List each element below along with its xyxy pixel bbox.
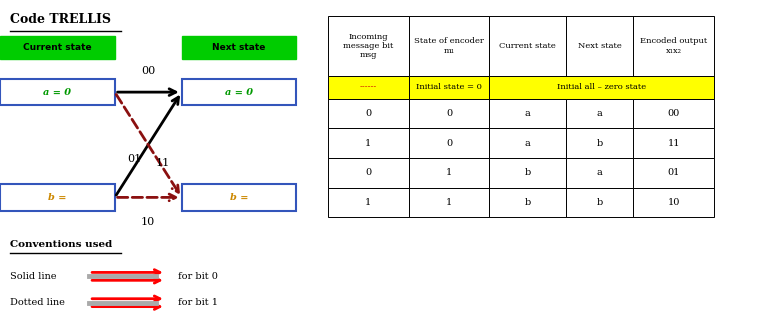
- Bar: [328, 76, 409, 99]
- Bar: [328, 128, 409, 158]
- FancyBboxPatch shape: [182, 184, 296, 211]
- Text: 1: 1: [365, 198, 371, 207]
- Bar: [633, 99, 714, 128]
- Text: Solid line: Solid line: [9, 272, 56, 281]
- FancyBboxPatch shape: [0, 79, 114, 105]
- Text: b: b: [525, 168, 531, 177]
- Bar: [409, 128, 489, 158]
- Bar: [409, 99, 489, 128]
- Bar: [409, 188, 489, 217]
- Text: a: a: [525, 139, 531, 148]
- Text: Initial all – zero state: Initial all – zero state: [558, 83, 647, 91]
- Bar: [489, 158, 566, 188]
- Text: Conventions used: Conventions used: [9, 240, 112, 249]
- Text: 1: 1: [446, 198, 452, 207]
- Text: Encoded output
x₁x₂: Encoded output x₁x₂: [640, 38, 707, 55]
- Text: Initial state = 0: Initial state = 0: [416, 83, 482, 91]
- Bar: [328, 99, 409, 128]
- Text: 10: 10: [667, 198, 680, 207]
- Bar: [409, 158, 489, 188]
- Text: Next state: Next state: [578, 42, 621, 50]
- FancyBboxPatch shape: [0, 36, 114, 59]
- Bar: [489, 16, 566, 76]
- Text: 0: 0: [365, 109, 371, 118]
- Bar: [328, 16, 409, 76]
- Bar: [328, 188, 409, 217]
- Text: a: a: [525, 109, 531, 118]
- Text: for bit 1: for bit 1: [178, 298, 218, 307]
- Bar: [633, 188, 714, 217]
- Text: Current state: Current state: [499, 42, 556, 50]
- Text: 1: 1: [365, 139, 371, 148]
- Text: a = 0: a = 0: [225, 88, 253, 97]
- Text: 0: 0: [446, 109, 452, 118]
- Text: Next state: Next state: [213, 43, 266, 52]
- FancyBboxPatch shape: [182, 79, 296, 105]
- Text: 11: 11: [155, 158, 170, 168]
- Text: Code TRELLIS: Code TRELLIS: [9, 13, 111, 26]
- Text: b: b: [597, 139, 603, 148]
- Text: b: b: [525, 198, 531, 207]
- FancyBboxPatch shape: [0, 184, 114, 211]
- Text: a = 0: a = 0: [43, 88, 71, 97]
- Text: 0: 0: [446, 139, 452, 148]
- Text: State of encoder
m₁: State of encoder m₁: [414, 38, 484, 55]
- Text: Dotted line: Dotted line: [9, 298, 65, 307]
- Bar: [566, 188, 634, 217]
- Bar: [489, 76, 714, 99]
- Bar: [328, 158, 409, 188]
- Bar: [566, 16, 634, 76]
- Bar: [489, 188, 566, 217]
- Text: 0: 0: [365, 168, 371, 177]
- Bar: [566, 128, 634, 158]
- Text: b =: b =: [230, 193, 248, 202]
- Text: a: a: [597, 168, 602, 177]
- Text: for bit 0: for bit 0: [178, 272, 218, 281]
- Bar: [566, 99, 634, 128]
- Text: 1: 1: [446, 168, 452, 177]
- Text: 01: 01: [127, 155, 142, 164]
- Text: 00: 00: [141, 66, 155, 76]
- Bar: [633, 158, 714, 188]
- Text: 01: 01: [667, 168, 680, 177]
- Text: 11: 11: [667, 139, 680, 148]
- Bar: [633, 128, 714, 158]
- Text: 00: 00: [667, 109, 680, 118]
- FancyBboxPatch shape: [182, 36, 296, 59]
- Text: b =: b =: [48, 193, 67, 202]
- Text: Current state: Current state: [23, 43, 91, 52]
- Bar: [566, 158, 634, 188]
- Text: 10: 10: [141, 217, 155, 227]
- Bar: [489, 99, 566, 128]
- Bar: [409, 16, 489, 76]
- Text: Incoming
message bit
msg: Incoming message bit msg: [343, 33, 393, 59]
- Bar: [409, 76, 489, 99]
- Text: ------: ------: [359, 83, 377, 91]
- Text: b: b: [597, 198, 603, 207]
- Text: a: a: [597, 109, 602, 118]
- Bar: [633, 16, 714, 76]
- Bar: [489, 128, 566, 158]
